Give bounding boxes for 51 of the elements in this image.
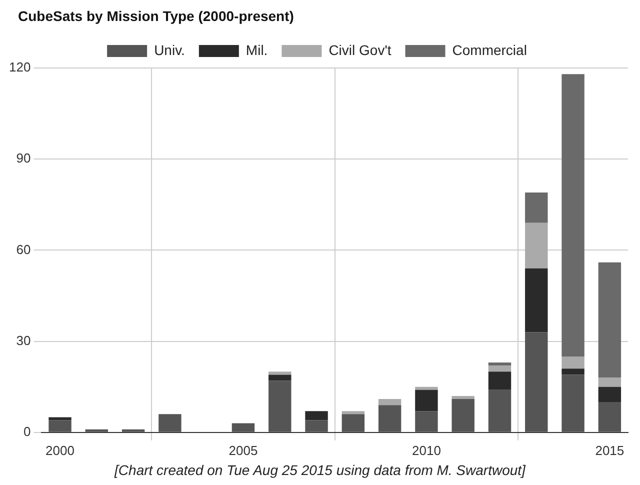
- bar: [48, 417, 72, 420]
- y-tick-label: 0: [23, 424, 31, 439]
- bar: [452, 398, 474, 432]
- bar: [342, 411, 365, 414]
- chart-title: CubeSats by Mission Type (2000-present): [18, 8, 294, 24]
- bar: [268, 372, 292, 375]
- legend-label: Civil Gov't: [328, 42, 392, 58]
- bar: [415, 390, 438, 412]
- bar: [305, 411, 328, 420]
- y-tick-label: 90: [16, 150, 31, 166]
- legend-label: Mil.: [246, 42, 268, 58]
- bar: [378, 398, 402, 406]
- bar: [562, 74, 584, 356]
- bar: [488, 372, 512, 390]
- bar: [415, 411, 438, 432]
- bar: [562, 374, 584, 432]
- y-tick-label: 30: [16, 332, 31, 348]
- bar: [342, 414, 365, 432]
- y-tick-label: 60: [16, 242, 31, 257]
- bar: [452, 396, 474, 399]
- bar: [85, 429, 108, 432]
- bar: [232, 423, 255, 432]
- x-tick-label: 2010: [412, 442, 441, 458]
- text: [Chart created on Tue Aug 25 2015 using data from M. Swartwout]: [113, 462, 527, 478]
- bar: [525, 222, 548, 268]
- bar: [598, 386, 622, 402]
- bar: [488, 362, 512, 366]
- bar: [525, 332, 548, 432]
- bar: [562, 368, 584, 375]
- bar: [415, 386, 438, 390]
- bar: [598, 262, 622, 378]
- bar: [268, 374, 292, 381]
- x-tick-label: 2005: [228, 442, 258, 458]
- bar: [268, 380, 292, 432]
- bar: [598, 378, 622, 387]
- bar: [488, 390, 512, 432]
- bar: [525, 192, 548, 223]
- bar: [562, 356, 584, 369]
- bar: [122, 429, 145, 432]
- y-tick-label: 120: [8, 60, 31, 75]
- bar: [378, 405, 402, 432]
- bar: [488, 366, 512, 372]
- x-tick-label: 2000: [46, 442, 74, 458]
- bar: [48, 420, 72, 432]
- bar: [305, 420, 328, 432]
- legend-label: Univ.: [154, 42, 185, 58]
- bar: [525, 268, 548, 332]
- bar: [158, 414, 182, 432]
- bar: [598, 402, 622, 432]
- legend-label: Commercial: [452, 42, 527, 58]
- x-tick-label: 2015: [595, 442, 624, 458]
